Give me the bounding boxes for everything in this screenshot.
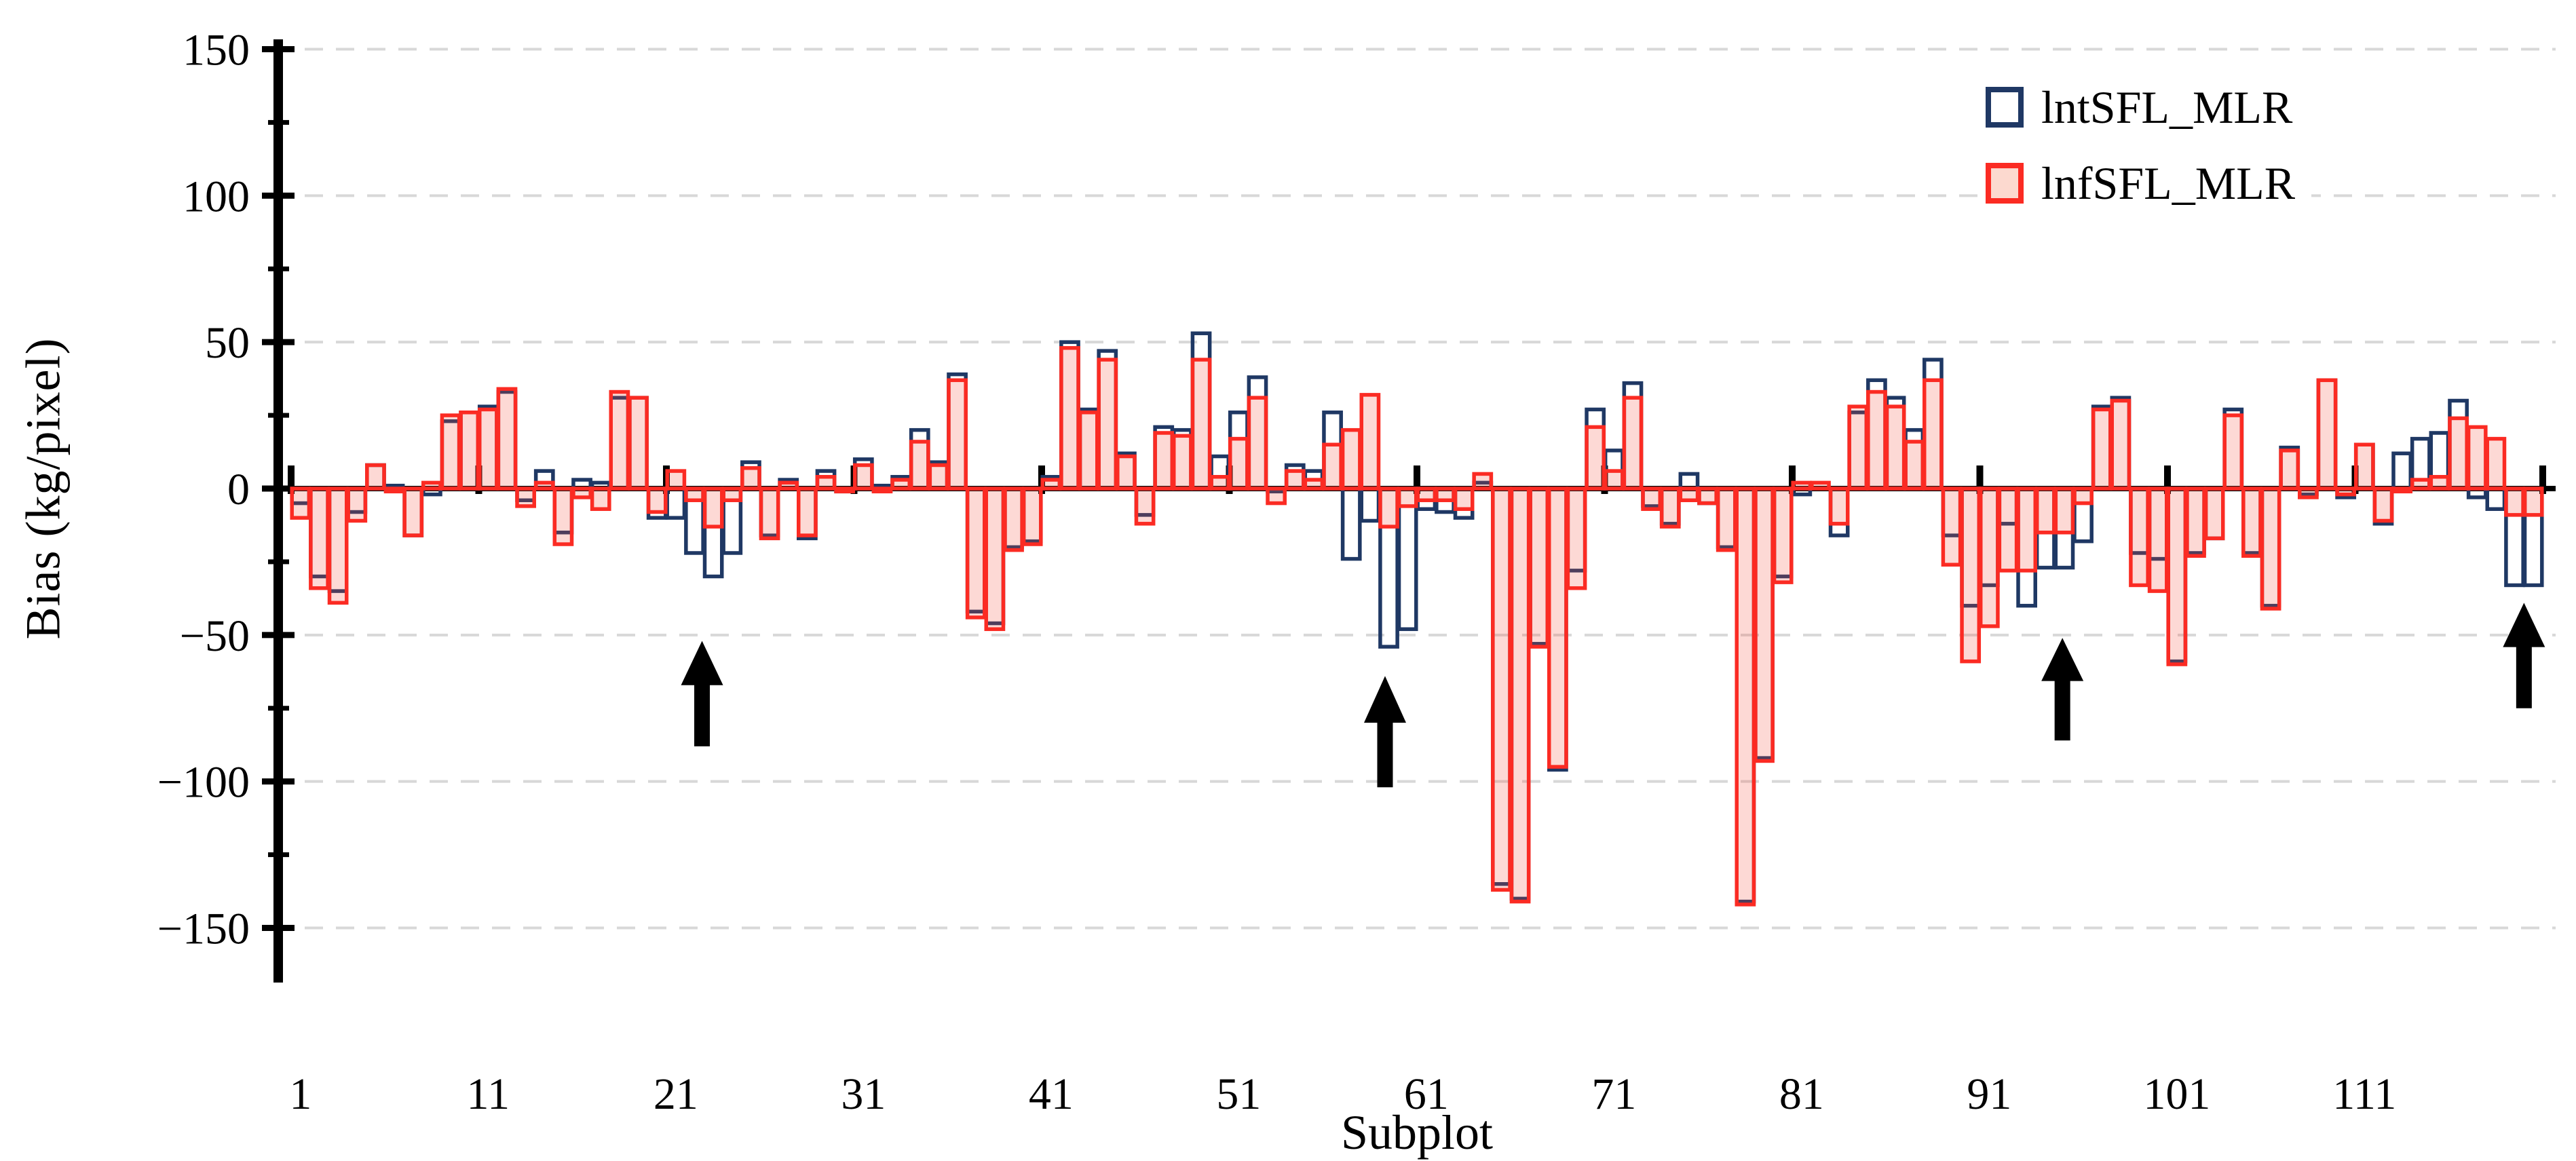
x-tick-label: 1: [289, 1069, 311, 1119]
x-tick-label: 11: [467, 1069, 510, 1119]
x-tick-label: 41: [1029, 1069, 1074, 1119]
x-tick-label: 51: [1216, 1069, 1261, 1119]
x-tick-label: 101: [2143, 1069, 2210, 1119]
x-tick-label: 81: [1779, 1069, 1824, 1119]
x-tick-label: 31: [841, 1069, 886, 1119]
y-tick-label: 150: [183, 25, 250, 75]
legend: lntSFL_MLR lnfSFL_MLR: [1983, 80, 2312, 214]
y-tick-label: −150: [157, 905, 250, 954]
legend-item-lntsfl-mlr: lntSFL_MLR: [1986, 84, 2295, 130]
lnfSFL-MLR-swatch-icon: [1986, 163, 2024, 204]
x-axis-title: Subplot: [1340, 1105, 1494, 1160]
x-tick-label: 71: [1591, 1069, 1636, 1119]
y-axis-title: Bias (kg/pixel): [16, 337, 71, 640]
y-tick-label: 100: [183, 172, 250, 221]
x-tick-label: 111: [2332, 1069, 2396, 1119]
lntSFL-MLR-swatch-icon: [1986, 87, 2024, 128]
y-tick-label: −100: [157, 758, 250, 807]
y-tick-label: 0: [227, 465, 250, 514]
lntSFL-MLR-legend-label: lntSFL_MLR: [2041, 81, 2293, 133]
lnfSFL-MLR-legend-label: lnfSFL_MLR: [2041, 157, 2296, 209]
y-tick-label: 50: [205, 318, 250, 368]
y-tick-label: −50: [180, 611, 250, 661]
x-tick-label: 21: [654, 1069, 698, 1119]
x-tick-label: 91: [1967, 1069, 2011, 1119]
x-tick-label: 61: [1404, 1069, 1449, 1119]
legend-item-lnfsfl-mlr: lnfSFL_MLR: [1986, 160, 2295, 206]
